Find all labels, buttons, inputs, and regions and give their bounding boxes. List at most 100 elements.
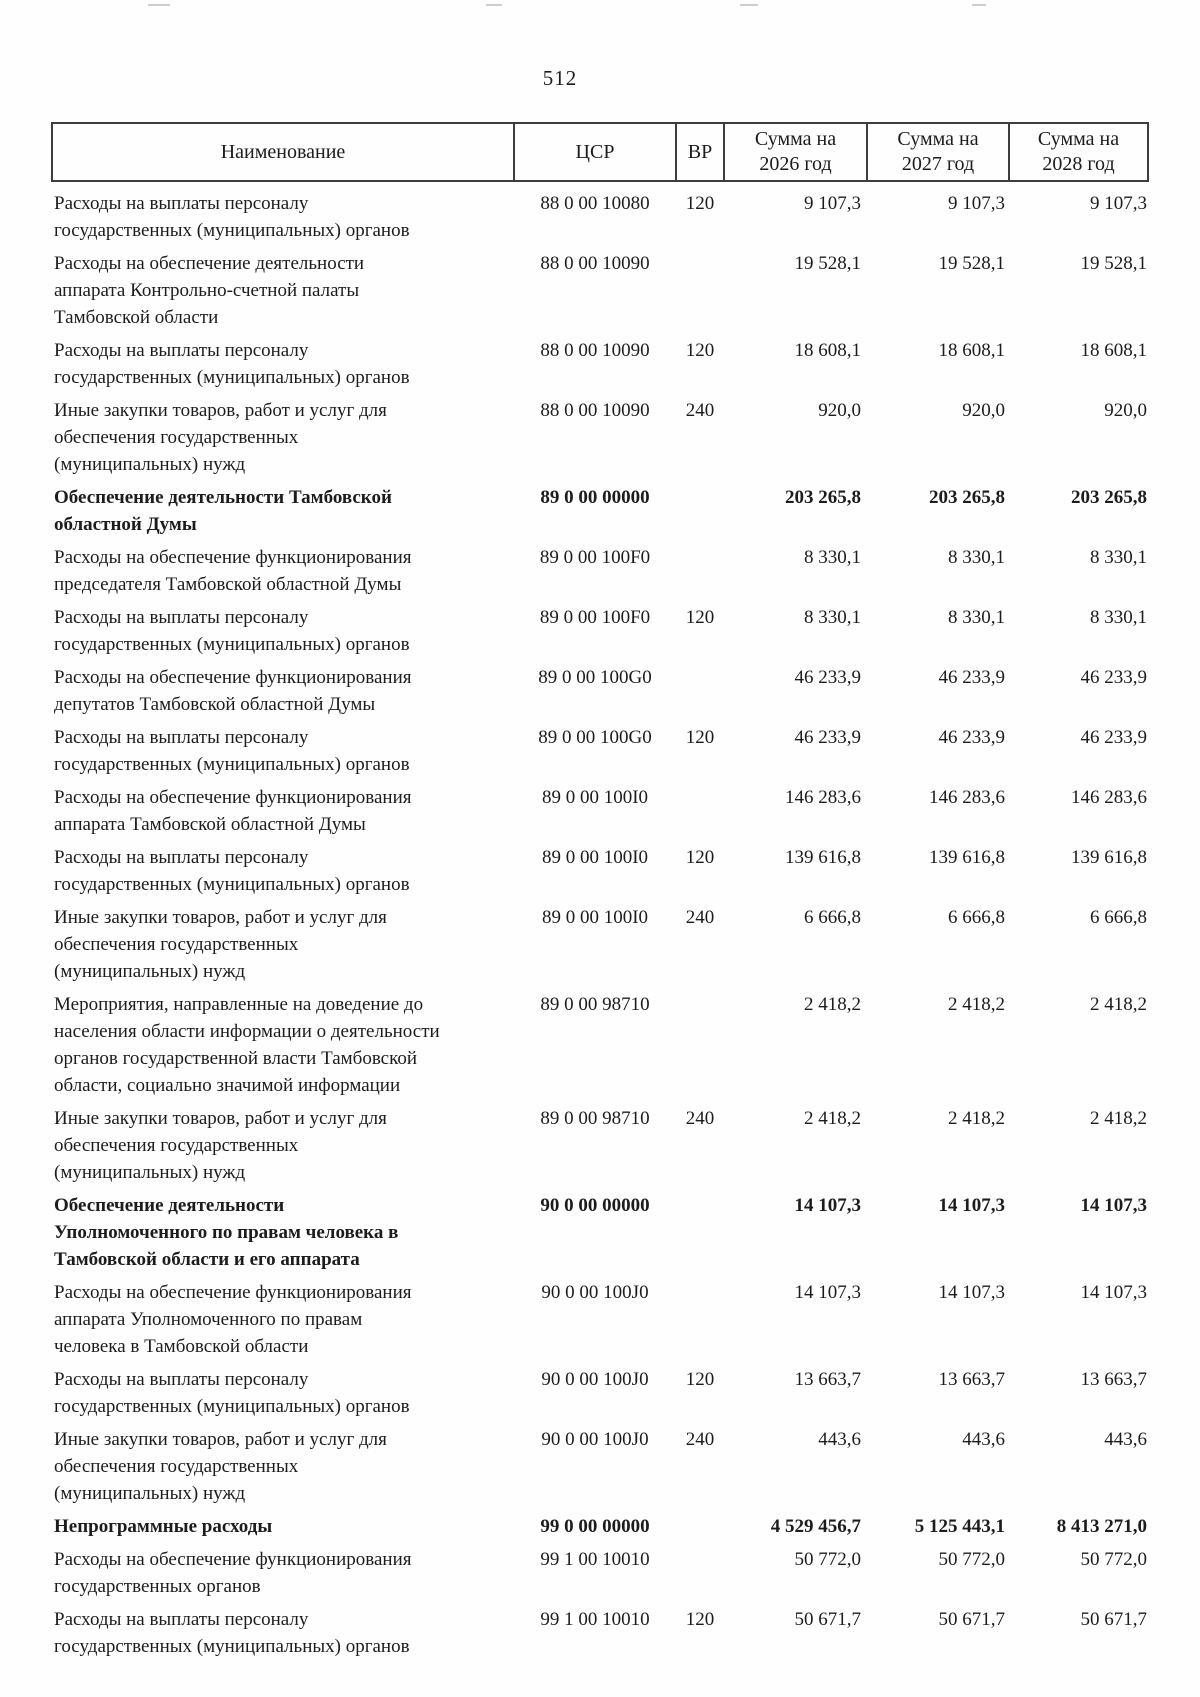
- row-sum-2026: 8 330,1: [804, 547, 861, 568]
- row-name-line: государственных (муниципальных) органов: [54, 220, 410, 241]
- row-sum-2027: 13 663,7: [938, 1369, 1006, 1390]
- row-sum-2028: 8 330,1: [1090, 607, 1147, 628]
- row-sum-2026: 14 107,3: [794, 1195, 862, 1216]
- header-sum-2028: Сумма на 2028 год: [1008, 122, 1149, 182]
- row-name-line: Мероприятия, направленные на доведение д…: [54, 994, 424, 1015]
- row-name: Расходы на выплаты персоналу государствен…: [52, 1366, 514, 1426]
- row-sum-2028: 50 671,7: [1080, 1609, 1148, 1630]
- row-sum-2026: 920,0: [818, 400, 861, 421]
- row-sum-2026: 139 616,8: [785, 847, 861, 868]
- row-name-line: населения области информации о деятельно…: [54, 1021, 440, 1042]
- row-name: Расходы на выплаты персоналу государствен…: [52, 724, 514, 784]
- table-row: Иные закупки товаров, работ и услуг для о…: [52, 904, 1148, 991]
- row-vr: 240: [685, 1429, 715, 1450]
- row-vr: [676, 991, 724, 1105]
- row-name-line: Иные закупки товаров, работ и услуг для: [54, 1108, 387, 1129]
- row-sum-2028: 13 663,7: [1080, 1369, 1148, 1390]
- table-row: Расходы на выплаты персоналу государствен…: [52, 844, 1148, 904]
- row-sum-2026: 8 330,1: [804, 607, 861, 628]
- row-name-line: (муниципальных) нужд: [54, 454, 246, 475]
- row-sum-2028: 46 233,9: [1080, 667, 1148, 688]
- row-vr: [676, 544, 724, 604]
- table-row: Мероприятия, направленные на доведение д…: [52, 991, 1148, 1105]
- row-sum-2026: 19 528,1: [794, 253, 862, 274]
- row-name: Расходы на обеспечение деятельности аппар…: [52, 250, 514, 337]
- row-csr: 89 0 00 100I0: [541, 847, 649, 868]
- row-name-line: органов государственной власти Тамбовско…: [54, 1048, 418, 1069]
- row-sum-2028: 14 107,3: [1080, 1282, 1148, 1303]
- row-name-line: Обеспечение деятельности: [54, 1195, 285, 1216]
- table-row: Иные закупки товаров, работ и услуг для о…: [52, 1105, 1148, 1192]
- row-csr: 89 0 00 100F0: [539, 607, 651, 628]
- row-sum-2027: 6 666,8: [948, 907, 1005, 928]
- row-name-line: обеспечения государственных: [54, 427, 299, 448]
- row-sum-2026: 46 233,9: [794, 667, 862, 688]
- row-name-line: государственных (муниципальных) органов: [54, 634, 410, 655]
- row-name-line: Расходы на выплаты персоналу: [54, 727, 309, 748]
- row-name-line: обеспечения государственных: [54, 1135, 299, 1156]
- row-csr: 88 0 00 10090: [540, 340, 650, 361]
- row-sum-2026: 2 418,2: [804, 994, 861, 1015]
- row-name: Расходы на выплаты персоналу государствен…: [52, 337, 514, 397]
- row-csr: 89 0 00 100I0: [541, 907, 649, 928]
- table-row: Иные закупки товаров, работ и услуг для о…: [52, 1426, 1148, 1513]
- table-row: Расходы на выплаты персоналу государствен…: [52, 1606, 1148, 1666]
- header-csr: ЦСР: [513, 122, 677, 182]
- row-sum-2028: 14 107,3: [1080, 1195, 1148, 1216]
- row-sum-2027: 2 418,2: [948, 1108, 1005, 1129]
- row-name: Расходы на обеспечение функционирования а…: [52, 1279, 514, 1366]
- row-sum-2028: 203 265,8: [1071, 487, 1147, 508]
- row-sum-2026: 6 666,8: [804, 907, 861, 928]
- row-name-line: Расходы на выплаты персоналу: [54, 847, 309, 868]
- row-vr: 240: [685, 1108, 715, 1129]
- table-body: Расходы на выплаты персоналу государствен…: [52, 181, 1148, 1666]
- table-row: Обеспечение деятельности Уполномоченного …: [52, 1192, 1148, 1279]
- page-number: 512: [542, 66, 578, 90]
- row-sum-2028: 19 528,1: [1080, 253, 1148, 274]
- row-name-line: Иные закупки товаров, работ и услуг для: [54, 1429, 387, 1450]
- header-sum-2026: Сумма на 2026 год: [723, 122, 868, 182]
- header-sum-2027: Сумма на 2027 год: [866, 122, 1010, 182]
- row-csr: 89 0 00 100G0: [538, 667, 652, 688]
- table-row: Расходы на обеспечение функционирования а…: [52, 1279, 1148, 1366]
- row-sum-2027: 5 125 443,1: [914, 1516, 1005, 1537]
- row-vr: 120: [685, 340, 715, 361]
- row-csr: 89 0 00 100I0: [541, 787, 649, 808]
- row-sum-2028: 6 666,8: [1090, 907, 1147, 928]
- budget-table: Наименование ЦСР ВР Сумма на 2026 год Су…: [51, 122, 1149, 1666]
- row-csr: 89 0 00 100F0: [539, 547, 651, 568]
- row-vr: 120: [685, 607, 715, 628]
- row-vr: 120: [685, 1609, 715, 1630]
- row-sum-2027: 203 265,8: [929, 487, 1005, 508]
- row-name: Иные закупки товаров, работ и услуг для о…: [52, 1426, 514, 1513]
- row-sum-2028: 443,6: [1104, 1429, 1147, 1450]
- row-sum-2026: 14 107,3: [794, 1282, 862, 1303]
- row-name: Мероприятия, направленные на доведение д…: [52, 991, 514, 1105]
- row-name: Расходы на обеспечение функционирования д…: [52, 664, 514, 724]
- row-name: Иные закупки товаров, работ и услуг для о…: [52, 904, 514, 991]
- row-sum-2027: 8 330,1: [948, 547, 1005, 568]
- row-sum-2027: 50 772,0: [938, 1549, 1006, 1570]
- row-sum-2028: 2 418,2: [1090, 994, 1147, 1015]
- row-sum-2026: 50 772,0: [794, 1549, 862, 1570]
- row-sum-2028: 50 772,0: [1080, 1549, 1148, 1570]
- row-name-line: Тамбовской области и его аппарата: [54, 1249, 360, 1270]
- row-sum-2026: 9 107,3: [804, 193, 861, 214]
- row-csr: 89 0 00 100G0: [538, 727, 652, 748]
- row-sum-2028: 146 283,6: [1071, 787, 1147, 808]
- header-vr: ВР: [675, 122, 725, 182]
- row-csr: 99 1 00 10010: [540, 1549, 650, 1570]
- table-row: Обеспечение деятельности Тамбовской облас…: [52, 484, 1148, 544]
- table-row: Иные закупки товаров, работ и услуг для о…: [52, 397, 1148, 484]
- table-row: Расходы на выплаты персоналу государствен…: [52, 724, 1148, 784]
- row-vr: [676, 664, 724, 724]
- row-name-line: (муниципальных) нужд: [54, 961, 246, 982]
- row-csr: 88 0 00 10080: [540, 193, 650, 214]
- row-name-line: Расходы на выплаты персоналу: [54, 1369, 309, 1390]
- row-name: Расходы на обеспечение функционирования а…: [52, 784, 514, 844]
- row-vr: 120: [685, 193, 715, 214]
- row-vr: 120: [685, 727, 715, 748]
- row-sum-2026: 46 233,9: [794, 727, 862, 748]
- row-sum-2028: 2 418,2: [1090, 1108, 1147, 1129]
